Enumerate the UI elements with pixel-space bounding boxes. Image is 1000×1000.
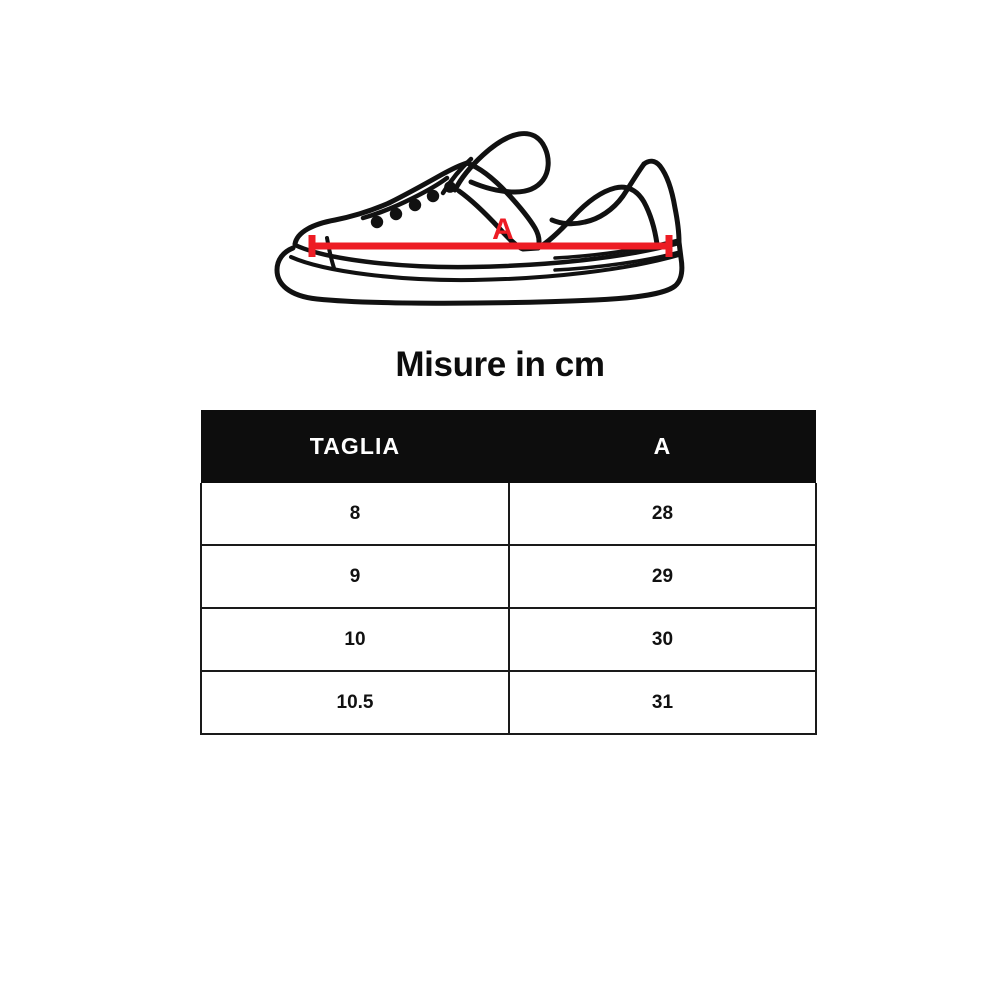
- table-row: 10.5 31: [200, 671, 817, 735]
- cell-size: 10: [200, 608, 510, 672]
- cell-measure: 31: [508, 671, 817, 735]
- outsole-outline: [274, 239, 685, 306]
- heel-back-edge: [641, 158, 682, 245]
- cell-size: 10.5: [200, 671, 510, 735]
- toe-box-outline: [292, 200, 392, 247]
- column-header-taglia: TAGLIA: [309, 433, 401, 459]
- heel-collar-inner: [549, 161, 647, 227]
- cell-measure: 30: [508, 608, 817, 672]
- table-header-row: TAGLIA A: [201, 410, 816, 483]
- vamp-upper-edge: [386, 160, 470, 206]
- measurement-label-a: A: [492, 213, 514, 246]
- lace-eyelet-icon: [389, 207, 403, 221]
- cell-size: 9: [200, 545, 510, 609]
- table-header: TAGLIA A: [201, 410, 816, 483]
- midsole-top-line: [292, 240, 682, 270]
- table-row: 9 29: [200, 545, 817, 609]
- lace-eyelet-icon: [408, 198, 422, 212]
- lace-eyelet-icon: [444, 181, 456, 193]
- table-body: 8 28 9 29 10 30 10.5 31: [200, 483, 817, 735]
- cell-measure: 28: [508, 483, 817, 546]
- sneaker-illustration-svg: A: [274, 131, 685, 306]
- table-row: 8 28: [200, 483, 817, 546]
- toe-cap-seam: [325, 236, 336, 270]
- cell-measure: 29: [508, 545, 817, 609]
- sneaker-side-view-diagram: A: [255, 118, 695, 313]
- cell-size: 8: [200, 483, 510, 546]
- tongue-outline: [452, 131, 551, 195]
- page-title: Misure in cm: [395, 345, 605, 384]
- eyestay-edge: [360, 175, 450, 221]
- heel-counter-outline: [535, 184, 660, 251]
- lace-eyelet-icon: [426, 189, 440, 203]
- column-header-a: A: [653, 433, 672, 459]
- size-chart-table: TAGLIA A 8 28 9 29 10 30 10.5 31: [200, 410, 817, 735]
- lace-eyelet-icon: [370, 215, 384, 229]
- table-row: 10 30: [200, 608, 817, 672]
